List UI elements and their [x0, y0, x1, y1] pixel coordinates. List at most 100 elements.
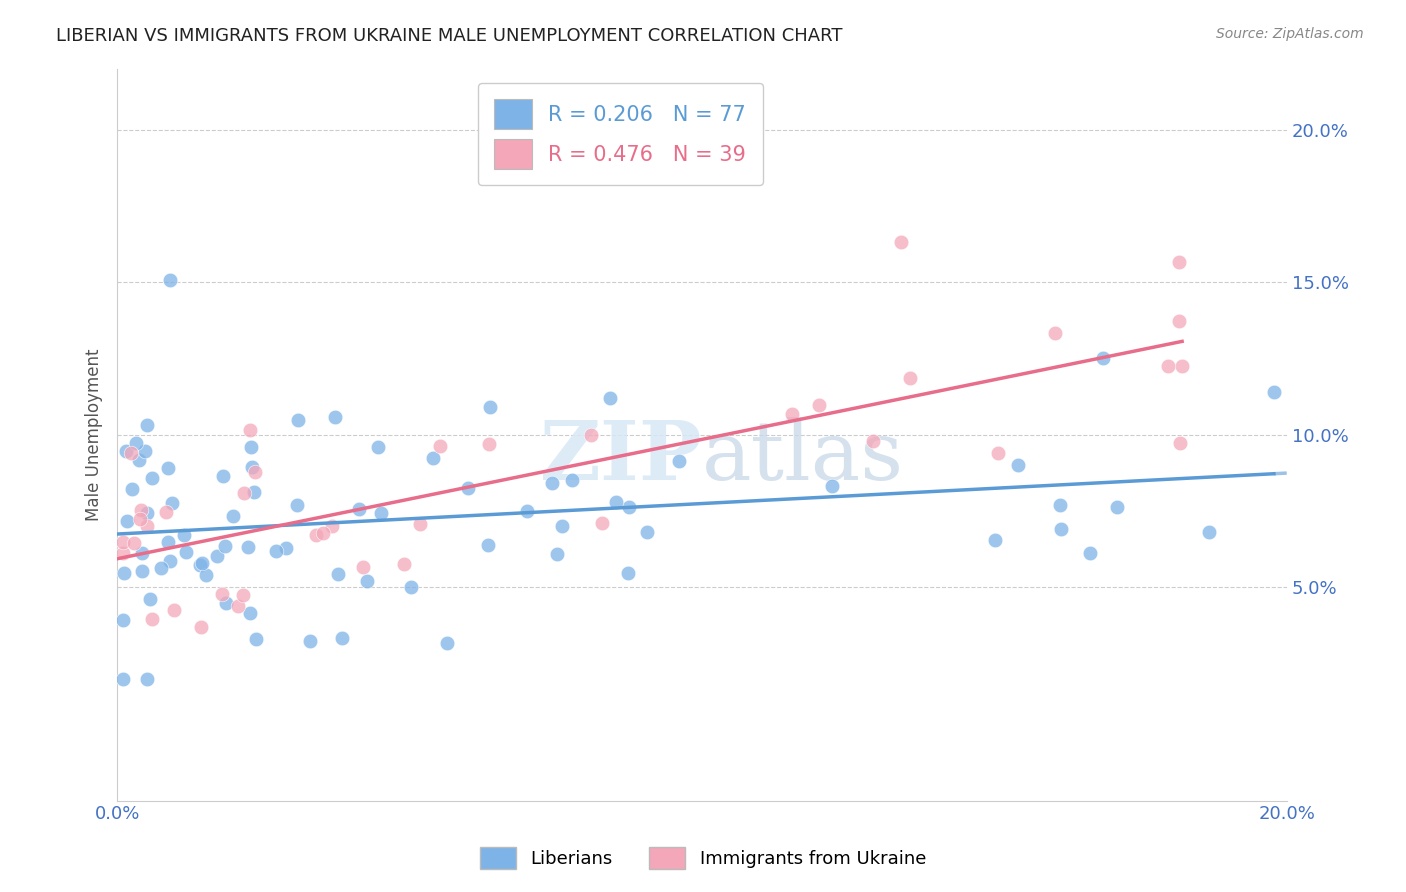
- Point: [112, 613, 135, 627]
- Point: [156, 461, 179, 475]
- Point: [136, 672, 159, 686]
- Point: [243, 466, 266, 480]
- Point: [112, 672, 135, 686]
- Point: [821, 479, 844, 493]
- Point: [984, 533, 1007, 547]
- Point: [141, 612, 163, 626]
- Point: [243, 485, 266, 500]
- Point: [1167, 314, 1189, 328]
- Point: [115, 514, 138, 528]
- Point: [124, 536, 146, 550]
- Point: [1171, 359, 1194, 373]
- Point: [112, 534, 135, 549]
- Point: [239, 423, 262, 437]
- Point: [478, 437, 501, 451]
- Point: [409, 516, 432, 531]
- Point: [890, 235, 912, 250]
- Point: [222, 508, 245, 523]
- Point: [1105, 500, 1128, 514]
- Point: [287, 413, 309, 427]
- Point: [1049, 498, 1071, 512]
- Point: [135, 417, 157, 432]
- Point: [321, 519, 343, 533]
- Point: [546, 548, 568, 562]
- Point: [1198, 524, 1220, 539]
- Point: [457, 481, 479, 495]
- Point: [135, 506, 157, 520]
- Point: [367, 440, 389, 454]
- Point: [120, 446, 142, 460]
- Point: [898, 370, 921, 384]
- Point: [298, 634, 321, 648]
- Point: [619, 500, 641, 514]
- Legend: R = 0.206   N = 77, R = 0.476   N = 39: R = 0.206 N = 77, R = 0.476 N = 39: [478, 83, 763, 186]
- Point: [195, 568, 218, 582]
- Point: [551, 519, 574, 533]
- Point: [112, 566, 135, 581]
- Text: Source: ZipAtlas.com: Source: ZipAtlas.com: [1216, 27, 1364, 41]
- Legend: Liberians, Immigrants from Ukraine: Liberians, Immigrants from Ukraine: [471, 838, 935, 879]
- Point: [191, 556, 214, 570]
- Point: [477, 538, 499, 552]
- Point: [579, 427, 602, 442]
- Point: [330, 631, 353, 645]
- Point: [1157, 359, 1180, 374]
- Point: [668, 454, 690, 468]
- Point: [131, 564, 153, 578]
- Point: [211, 469, 233, 483]
- Point: [479, 400, 502, 414]
- Point: [807, 398, 830, 412]
- Point: [394, 557, 416, 571]
- Point: [190, 620, 212, 634]
- Point: [128, 453, 150, 467]
- Point: [159, 273, 181, 287]
- Point: [599, 391, 621, 405]
- Point: [228, 599, 250, 613]
- Point: [516, 503, 538, 517]
- Point: [239, 606, 262, 620]
- Text: ZIP: ZIP: [540, 417, 702, 497]
- Point: [160, 495, 183, 509]
- Point: [325, 410, 347, 425]
- Point: [211, 586, 233, 600]
- Point: [112, 546, 135, 560]
- Point: [429, 439, 451, 453]
- Point: [136, 518, 159, 533]
- Point: [121, 482, 143, 496]
- Point: [159, 554, 181, 568]
- Point: [617, 566, 640, 581]
- Text: LIBERIAN VS IMMIGRANTS FROM UKRAINE MALE UNEMPLOYMENT CORRELATION CHART: LIBERIAN VS IMMIGRANTS FROM UKRAINE MALE…: [56, 27, 842, 45]
- Point: [205, 549, 228, 563]
- Point: [188, 558, 211, 573]
- Point: [356, 574, 378, 588]
- Point: [591, 516, 613, 530]
- Point: [173, 527, 195, 541]
- Point: [139, 591, 162, 606]
- Point: [780, 407, 803, 421]
- Point: [352, 559, 374, 574]
- Point: [422, 451, 444, 466]
- Point: [115, 443, 138, 458]
- Point: [149, 561, 172, 575]
- Point: [541, 476, 564, 491]
- Point: [305, 528, 328, 542]
- Point: [134, 443, 156, 458]
- Point: [131, 503, 153, 517]
- Point: [232, 588, 254, 602]
- Point: [370, 506, 392, 520]
- Point: [239, 440, 262, 454]
- Point: [1092, 351, 1115, 365]
- Point: [141, 471, 163, 485]
- Point: [163, 603, 186, 617]
- Point: [312, 526, 335, 541]
- Point: [232, 486, 254, 500]
- Point: [1007, 458, 1029, 472]
- Point: [1078, 546, 1101, 560]
- Point: [326, 567, 349, 582]
- Point: [987, 446, 1010, 460]
- Point: [1167, 254, 1189, 268]
- Point: [561, 473, 583, 487]
- Point: [1049, 522, 1071, 536]
- Point: [240, 460, 263, 475]
- Point: [214, 539, 236, 553]
